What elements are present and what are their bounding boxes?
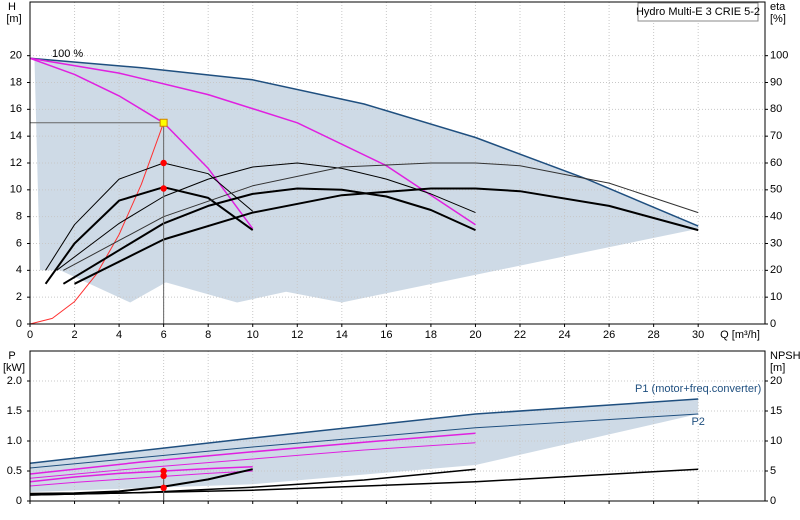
point xyxy=(160,159,167,167)
y2-tick-label: 50 xyxy=(770,184,782,196)
curve xyxy=(45,162,254,271)
x-tick-label: 20 xyxy=(469,329,481,341)
curve xyxy=(29,466,253,483)
y2-tick-label: 80 xyxy=(770,103,782,115)
y-tick-label: 8 xyxy=(16,211,22,223)
y-tick-label: 2 xyxy=(16,291,22,303)
y2-tick-label: 20 xyxy=(770,375,782,387)
y-axis-label: H xyxy=(8,1,16,13)
y2-tick-label: 15 xyxy=(770,405,782,417)
y-tick-label: 16 xyxy=(10,103,22,115)
x-tick-label: 2 xyxy=(71,329,77,341)
curve xyxy=(74,187,699,285)
x-tick-label: 16 xyxy=(380,329,392,341)
y-tick-label: 18 xyxy=(10,76,22,88)
y-tick-label: 4 xyxy=(16,264,22,276)
y-tick-label: 12 xyxy=(10,157,22,169)
point xyxy=(160,484,167,491)
x-tick-label: 12 xyxy=(291,329,303,341)
x-axis-label: Q [m³/h] xyxy=(720,329,760,341)
curve xyxy=(29,398,699,464)
curve xyxy=(29,442,476,479)
curve xyxy=(29,57,476,226)
x-tick-label: 30 xyxy=(692,329,704,341)
y2-tick-label: 20 xyxy=(770,264,782,276)
x-tick-label: 18 xyxy=(425,329,437,341)
x-tick-label: 24 xyxy=(558,329,570,341)
y-axis-unit: [m] xyxy=(6,13,21,25)
x-tick-label: 26 xyxy=(603,329,615,341)
curve xyxy=(29,470,253,487)
y-tick-label: 0 xyxy=(16,495,22,507)
y2-tick-label: 90 xyxy=(770,76,782,88)
y-tick-label: 0.5 xyxy=(7,465,22,477)
y2-tick-label: 0 xyxy=(770,318,776,330)
curve xyxy=(29,468,253,495)
curve xyxy=(62,187,476,285)
y-tick-label: 2.0 xyxy=(7,375,22,387)
annotation: 100 % xyxy=(52,48,83,60)
series-label: P2 xyxy=(691,416,704,428)
x-tick-label: 0 xyxy=(27,329,33,341)
y2-axis-label: eta xyxy=(770,1,786,13)
curve xyxy=(56,162,476,271)
y2-axis-label: NPSH xyxy=(770,350,800,362)
operating-range xyxy=(30,58,699,303)
x-tick-label: 4 xyxy=(116,329,122,341)
y-tick-label: 20 xyxy=(10,50,22,62)
point xyxy=(160,185,167,192)
y2-tick-label: 30 xyxy=(770,237,782,249)
y2-tick-label: 10 xyxy=(770,291,782,303)
y2-tick-label: 60 xyxy=(770,157,782,169)
y-tick-label: 1.5 xyxy=(7,405,22,417)
x-tick-label: 14 xyxy=(336,329,348,341)
y-tick-label: 6 xyxy=(16,237,22,249)
y-tick-label: 1.0 xyxy=(7,435,22,447)
y2-tick-label: 5 xyxy=(770,465,776,477)
y-tick-label: 14 xyxy=(10,130,22,142)
x-tick-label: 6 xyxy=(161,329,167,341)
y-axis-label: P xyxy=(8,350,15,362)
plot-frame xyxy=(29,1,766,325)
curve xyxy=(29,432,476,475)
curve xyxy=(29,413,699,469)
y2-tick-label: 10 xyxy=(770,435,782,447)
curve xyxy=(29,468,699,496)
x-tick-label: 28 xyxy=(648,329,660,341)
y2-tick-label: 0 xyxy=(770,495,776,507)
y-tick-label: 0 xyxy=(16,318,22,330)
point xyxy=(160,472,167,479)
y2-axis-unit: [%] xyxy=(770,13,786,25)
y2-axis-unit: [m] xyxy=(770,362,785,374)
chart-title: Hydro Multi-E 3 CRIE 5-2 xyxy=(636,6,760,18)
y2-tick-label: 100 xyxy=(770,50,788,62)
y2-tick-label: 40 xyxy=(770,211,782,223)
operating-point xyxy=(159,118,168,127)
curve xyxy=(29,57,254,230)
y-axis-unit: [kW] xyxy=(3,362,25,374)
x-tick-label: 22 xyxy=(514,329,526,341)
title-box xyxy=(637,2,759,22)
point xyxy=(160,467,167,475)
y-tick-label: 10 xyxy=(10,184,22,196)
plot-frame xyxy=(29,350,766,502)
curve xyxy=(63,162,699,271)
series-label: P1 (motor+freq.converter) xyxy=(635,383,761,395)
y2-tick-label: 70 xyxy=(770,130,782,142)
x-tick-label: 10 xyxy=(247,329,259,341)
x-tick-label: 8 xyxy=(205,329,211,341)
